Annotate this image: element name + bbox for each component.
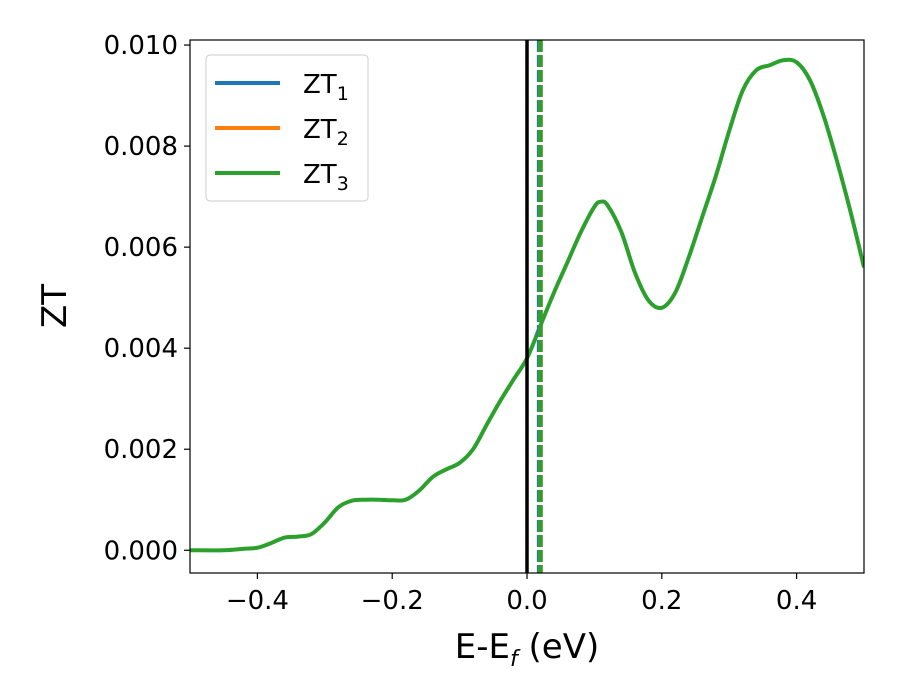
legend-box <box>205 54 369 202</box>
x-axis: −0.4 −0.2 0.0 0.2 0.4 <box>226 573 817 616</box>
y-tick-label: 0.000 <box>104 536 178 566</box>
y-tick-label: 0.006 <box>104 233 178 263</box>
x-axis-label-subscript: f <box>510 647 521 672</box>
x-tick-label: 0.0 <box>506 586 547 616</box>
x-axis-label: E-Ef (eV) <box>455 627 600 672</box>
x-axis-label-main: E-E <box>455 627 510 667</box>
plot-lines <box>190 40 864 573</box>
x-tick-label: 0.4 <box>776 586 817 616</box>
x-axis-label-unit: (eV) <box>518 627 600 667</box>
y-tick-label: 0.002 <box>104 435 178 465</box>
x-tick-label: −0.2 <box>361 586 424 616</box>
y-axis: 0.000 0.002 0.004 0.006 0.008 0.010 <box>104 31 190 566</box>
plot-area <box>190 40 864 573</box>
legend-label-zt3: ZT3 <box>303 160 349 195</box>
legend: ZT1 ZT2 ZT3 <box>205 54 369 202</box>
series-line-zt3 <box>190 57 864 553</box>
y-tick-label: 0.008 <box>104 132 178 162</box>
y-axis-label: ZT <box>35 284 75 328</box>
y-tick-label: 0.010 <box>104 31 178 61</box>
y-tick-label: 0.004 <box>104 334 178 364</box>
x-tick-label: 0.2 <box>641 586 682 616</box>
legend-label-zt2: ZT2 <box>303 115 349 150</box>
legend-label-zt1: ZT1 <box>303 70 349 105</box>
x-tick-label: −0.4 <box>226 586 289 616</box>
